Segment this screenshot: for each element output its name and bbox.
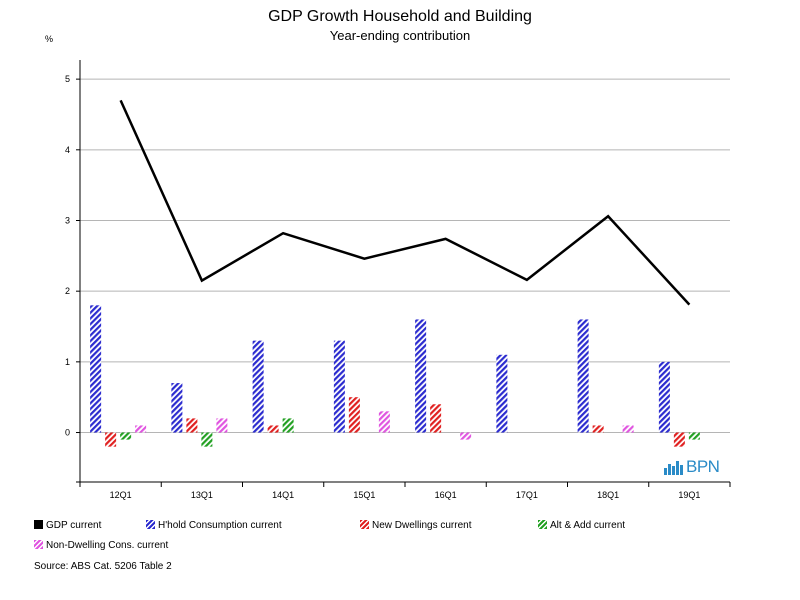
y-axis-unit-label: % xyxy=(45,34,53,44)
bar-non-dwelling-cons-current-15q1 xyxy=(378,411,390,433)
x-tick-label: 15Q1 xyxy=(353,490,375,500)
legend-label-hhold: H'hold Consumption current xyxy=(158,520,282,531)
legend-swatch-altadd xyxy=(538,520,547,529)
y-tick-label: 3 xyxy=(65,215,70,225)
bar-new-dwellings-current-15q1 xyxy=(348,397,360,433)
bar-non-dwelling-cons-current-12q1 xyxy=(135,425,147,433)
bar-alt-add-current-12q1 xyxy=(120,432,132,440)
legend-label-altadd: Alt & Add current xyxy=(550,520,626,531)
bar-h-hold-consumption-current-15q1 xyxy=(333,340,345,433)
bar-h-hold-consumption-current-16q1 xyxy=(415,319,427,433)
bar-non-dwelling-cons-current-13q1 xyxy=(216,418,228,433)
bar-new-dwellings-current-13q1 xyxy=(186,418,198,433)
legend-item-hhold: H'hold Consumption current xyxy=(146,520,282,531)
x-tick-label: 14Q1 xyxy=(272,490,294,500)
bar-alt-add-current-19q1 xyxy=(688,432,700,440)
bar-new-dwellings-current-14q1 xyxy=(267,425,279,433)
x-tick-label: 19Q1 xyxy=(678,490,700,500)
legend-item-gdp: GDP current xyxy=(34,520,101,531)
y-tick-label: 1 xyxy=(65,357,70,367)
y-tick-label: 4 xyxy=(65,145,70,155)
legend-swatch-nondwelling xyxy=(34,540,43,549)
x-tick-label: 17Q1 xyxy=(516,490,538,500)
bar-alt-add-current-14q1 xyxy=(282,418,294,433)
bar-h-hold-consumption-current-12q1 xyxy=(90,305,102,433)
y-tick-label: 0 xyxy=(65,428,70,438)
x-tick-label: 12Q1 xyxy=(110,490,132,500)
x-tick-label: 16Q1 xyxy=(435,490,457,500)
legend-swatch-hhold xyxy=(146,520,155,529)
bar-new-dwellings-current-16q1 xyxy=(430,404,442,433)
bar-h-hold-consumption-current-13q1 xyxy=(171,383,183,433)
source-note: Source: ABS Cat. 5206 Table 2 xyxy=(34,561,172,572)
bar-new-dwellings-current-19q1 xyxy=(673,432,685,447)
chart-title: GDP Growth Household and Building xyxy=(268,8,532,25)
chart-subtitle: Year-ending contribution xyxy=(330,28,470,43)
bpn-logo-text: BPN xyxy=(686,457,720,476)
bar-new-dwellings-current-18q1 xyxy=(592,425,604,433)
line-gdp-current xyxy=(119,99,691,306)
bar-h-hold-consumption-current-18q1 xyxy=(577,319,589,433)
bar-non-dwelling-cons-current-18q1 xyxy=(622,425,634,433)
legend-item-dwellings: New Dwellings current xyxy=(360,520,471,531)
x-tick-label: 13Q1 xyxy=(191,490,213,500)
legend-label-dwellings: New Dwellings current xyxy=(372,520,472,531)
bar-alt-add-current-13q1 xyxy=(201,432,213,447)
legend-item-nondwelling: Non-Dwelling Cons. current xyxy=(34,540,168,551)
legend-item-altadd: Alt & Add current xyxy=(538,520,625,531)
bpn-logo-icon xyxy=(664,461,683,475)
legend-label-gdp: GDP current xyxy=(46,520,102,531)
x-tick-label: 18Q1 xyxy=(597,490,619,500)
bar-non-dwelling-cons-current-16q1 xyxy=(460,432,472,440)
bpn-logo: BPN xyxy=(664,457,720,476)
bar-h-hold-consumption-current-14q1 xyxy=(252,340,264,433)
legend-label-nondwelling: Non-Dwelling Cons. current xyxy=(46,540,169,551)
chart-area: GDP Growth Household and Building Year-e… xyxy=(45,8,731,500)
bar-new-dwellings-current-12q1 xyxy=(105,432,117,447)
y-tick-label: 5 xyxy=(65,74,70,84)
bar-h-hold-consumption-current-17q1 xyxy=(496,354,508,433)
legend-swatch-dwellings xyxy=(360,520,369,529)
legend-swatch-gdp xyxy=(34,520,43,529)
y-tick-label: 2 xyxy=(65,286,70,296)
bar-h-hold-consumption-current-19q1 xyxy=(658,361,670,433)
